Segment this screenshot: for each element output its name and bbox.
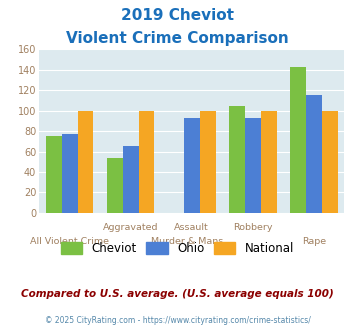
Text: 2019 Cheviot: 2019 Cheviot [121,8,234,23]
Text: Robbery: Robbery [233,223,273,232]
Bar [229,106,245,213]
Bar [200,111,215,213]
Bar [46,136,62,213]
Bar [77,111,93,213]
Text: All Violent Crime: All Violent Crime [30,237,109,246]
Text: © 2025 CityRating.com - https://www.cityrating.com/crime-statistics/: © 2025 CityRating.com - https://www.city… [45,316,310,325]
Legend: Cheviot, Ohio, National: Cheviot, Ohio, National [56,237,299,260]
Text: Rape: Rape [302,237,326,246]
Bar [306,95,322,213]
Text: Assault: Assault [174,223,209,232]
Bar [184,118,200,213]
Bar [138,111,154,213]
Bar [261,111,277,213]
Text: Compared to U.S. average. (U.S. average equals 100): Compared to U.S. average. (U.S. average … [21,289,334,299]
Text: Aggravated: Aggravated [103,223,158,232]
Bar [123,147,138,213]
Bar [245,118,261,213]
Bar [290,67,306,213]
Text: Murder & Mans...: Murder & Mans... [151,237,232,246]
Text: Violent Crime Comparison: Violent Crime Comparison [66,31,289,46]
Bar [62,134,77,213]
Bar [322,111,338,213]
Bar [107,158,123,213]
